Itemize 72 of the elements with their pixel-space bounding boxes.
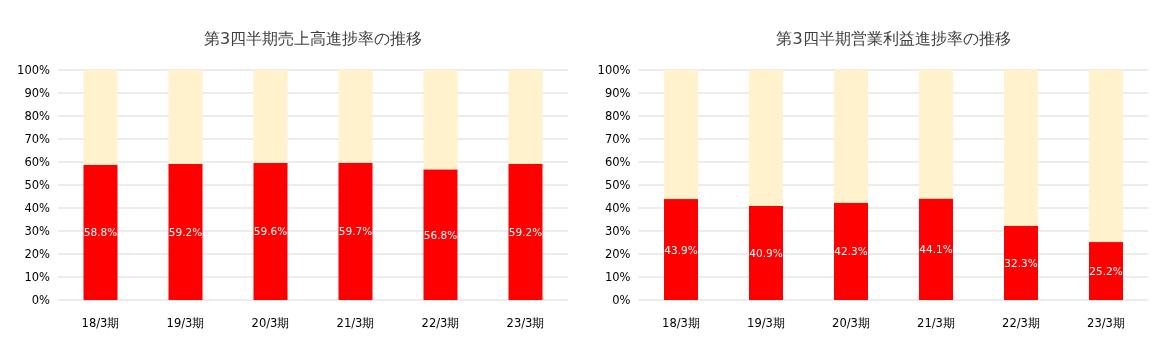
x-tick-label: 19/3期 xyxy=(166,316,205,330)
data-label: 59.2% xyxy=(168,225,203,238)
data-label: 40.9% xyxy=(749,246,783,259)
bar xyxy=(168,70,203,164)
bar xyxy=(749,205,783,300)
y-tick-label: 0% xyxy=(31,293,51,307)
bar xyxy=(919,70,953,199)
bar xyxy=(338,162,373,300)
y-tick-label: 30% xyxy=(604,224,631,238)
bar xyxy=(919,198,953,300)
bar xyxy=(168,163,203,300)
bar xyxy=(1089,70,1123,243)
bar xyxy=(83,164,118,300)
bar xyxy=(423,70,458,170)
bar xyxy=(1004,70,1038,226)
x-tick-label: 21/3期 xyxy=(336,316,375,330)
y-tick-label: 70% xyxy=(24,132,51,146)
data-label: 59.2% xyxy=(508,225,543,238)
bar xyxy=(664,199,698,300)
y-tick-label: 100% xyxy=(17,63,51,77)
y-tick-label: 10% xyxy=(24,270,51,284)
y-tick-label: 40% xyxy=(24,201,51,215)
x-tick-label: 23/3期 xyxy=(1087,316,1125,330)
bar xyxy=(508,70,543,164)
y-tick-label: 80% xyxy=(24,109,51,123)
bar xyxy=(253,70,288,163)
y-tick-label: 80% xyxy=(604,109,631,123)
y-tick-label: 40% xyxy=(604,201,631,215)
data-label: 44.1% xyxy=(919,243,953,256)
bar xyxy=(664,70,698,200)
y-tick-label: 50% xyxy=(24,178,51,192)
chart-title: 第3四半期売上高進捗率の推移 xyxy=(203,29,423,48)
bar xyxy=(508,163,543,300)
data-label: 59.6% xyxy=(253,225,288,238)
x-tick-label: 19/3期 xyxy=(747,316,785,330)
x-tick-label: 23/3期 xyxy=(506,316,545,330)
x-tick-label: 20/3期 xyxy=(832,316,870,330)
bar xyxy=(834,202,868,300)
bar xyxy=(83,70,118,165)
y-tick-label: 70% xyxy=(604,132,631,146)
data-label: 32.3% xyxy=(1004,256,1038,269)
x-tick-label: 22/3期 xyxy=(421,316,460,330)
x-tick-label: 21/3期 xyxy=(917,316,955,330)
bar xyxy=(1089,242,1123,300)
x-tick-label: 22/3期 xyxy=(1002,316,1040,330)
bar xyxy=(1004,225,1038,300)
data-label: 56.8% xyxy=(423,228,458,241)
data-label: 58.8% xyxy=(83,226,118,239)
y-tick-label: 90% xyxy=(604,86,631,100)
y-tick-label: 60% xyxy=(604,155,631,169)
data-label: 25.2% xyxy=(1089,265,1123,278)
bar xyxy=(423,169,458,300)
data-label: 59.7% xyxy=(338,225,373,238)
bar xyxy=(253,162,288,300)
bar xyxy=(749,70,783,206)
y-tick-label: 20% xyxy=(604,247,631,261)
x-tick-label: 18/3期 xyxy=(662,316,700,330)
bar xyxy=(338,70,373,163)
x-tick-label: 18/3期 xyxy=(81,316,120,330)
y-tick-label: 100% xyxy=(597,63,631,77)
y-tick-label: 20% xyxy=(24,247,51,261)
x-tick-label: 20/3期 xyxy=(251,316,290,330)
data-label: 43.9% xyxy=(664,243,698,256)
y-tick-label: 0% xyxy=(612,293,631,307)
y-tick-label: 10% xyxy=(604,270,631,284)
chart-title: 第3四半期営業利益進捗率の推移 xyxy=(776,29,1011,48)
bar xyxy=(834,70,868,203)
y-tick-label: 90% xyxy=(24,86,51,100)
y-tick-label: 30% xyxy=(24,224,51,238)
y-tick-label: 50% xyxy=(604,178,631,192)
data-label: 42.3% xyxy=(834,245,868,258)
y-tick-label: 60% xyxy=(24,155,51,169)
